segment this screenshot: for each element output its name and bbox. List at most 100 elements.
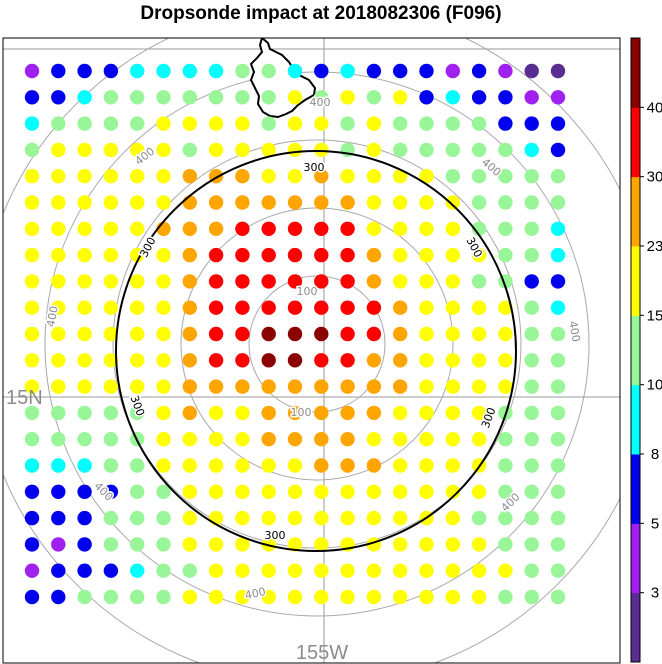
impact-dot	[314, 221, 329, 236]
impact-dot	[471, 142, 487, 158]
impact-dot	[524, 458, 539, 473]
impact-dot	[340, 221, 355, 236]
impact-dot	[366, 484, 382, 499]
impact-dot	[24, 589, 40, 605]
impact-dot	[77, 537, 92, 552]
impact-dot	[314, 195, 329, 210]
impact-dot	[156, 169, 171, 184]
impact-dot	[77, 405, 92, 421]
impact-dot	[130, 142, 145, 158]
impact-dot	[340, 169, 355, 184]
impact-dot	[261, 90, 276, 105]
impact-dot	[340, 116, 355, 131]
impact-dot	[314, 353, 329, 368]
impact-dot	[261, 563, 276, 578]
impact-dot	[130, 405, 145, 421]
map-area: 300 300 300 300 300 300 100 100 400 400 …	[3, 38, 620, 664]
impact-dot	[550, 484, 566, 499]
impact-dot	[130, 247, 145, 263]
impact-dot	[287, 458, 303, 473]
colorbar-tick-label: 8	[651, 446, 659, 463]
impact-dot	[182, 221, 197, 236]
colorbar-tick-label: 23	[647, 238, 662, 255]
impact-dot	[445, 116, 460, 131]
impact-dot	[182, 63, 197, 79]
impact-dot	[130, 379, 145, 394]
impact-dot	[419, 432, 434, 447]
colorbar-swatch	[631, 315, 640, 386]
impact-dot	[393, 484, 408, 499]
impact-dot	[419, 353, 434, 368]
impact-dot	[261, 353, 276, 368]
impact-dot	[208, 379, 224, 394]
contour-label: 300	[265, 529, 286, 542]
impact-dot	[51, 221, 66, 236]
impact-dot	[524, 563, 539, 578]
colorbar-swatch	[631, 38, 640, 108]
impact-dot	[24, 116, 40, 131]
impact-dot	[77, 274, 92, 289]
impact-dot	[419, 221, 434, 236]
impact-dot	[340, 484, 355, 499]
impact-dot	[103, 221, 119, 236]
impact-dot	[208, 458, 224, 473]
impact-dot	[393, 379, 408, 394]
impact-dot	[314, 169, 329, 184]
contour-300	[115, 150, 517, 552]
impact-dot	[340, 90, 355, 105]
colorbar-swatch	[631, 384, 640, 455]
impact-dot	[471, 432, 487, 447]
impact-dot	[235, 300, 250, 315]
impact-dot	[393, 458, 408, 473]
map-background	[3, 38, 620, 663]
impact-dot	[51, 169, 66, 184]
impact-dot	[498, 510, 513, 526]
impact-dot	[182, 247, 197, 263]
impact-dot	[208, 221, 224, 236]
impact-dot	[419, 169, 434, 184]
impact-dot	[130, 195, 145, 210]
impact-dot	[524, 510, 539, 526]
impact-dot	[471, 537, 487, 552]
longitude-label: 155W	[296, 642, 348, 664]
impact-dot	[419, 405, 434, 421]
impact-dot	[471, 484, 487, 499]
colorbar-swatch	[631, 107, 640, 178]
impact-dot	[77, 195, 92, 210]
impact-dot	[51, 247, 66, 263]
impact-dot	[340, 589, 355, 605]
impact-dot	[51, 405, 66, 421]
impact-dot	[419, 247, 434, 263]
colorbar-swatch	[631, 176, 640, 247]
colorbar-tick-label: 10	[647, 377, 662, 394]
impact-dot	[208, 405, 224, 421]
impact-dot	[130, 563, 145, 578]
impact-dot	[208, 432, 224, 447]
impact-dot	[235, 484, 250, 499]
impact-dot	[393, 195, 408, 210]
impact-dot	[51, 510, 66, 526]
impact-dot	[393, 90, 408, 105]
impact-dot	[130, 169, 145, 184]
impact-dot	[287, 63, 303, 79]
impact-dot	[77, 353, 92, 368]
impact-dot	[524, 63, 539, 79]
colorbar-swatch	[631, 592, 640, 663]
impact-dot	[24, 274, 40, 289]
impact-dot	[77, 221, 92, 236]
impact-dot	[130, 589, 145, 605]
impact-dot	[498, 563, 513, 578]
impact-dot	[419, 589, 434, 605]
impact-dot	[182, 510, 197, 526]
impact-dot	[524, 326, 539, 342]
impact-dot	[287, 247, 303, 263]
impact-dot	[103, 247, 119, 263]
impact-dot	[77, 589, 92, 605]
impact-dot	[498, 458, 513, 473]
impact-dot	[156, 537, 171, 552]
impact-dot	[550, 116, 566, 131]
impact-dot	[24, 63, 40, 79]
impact-dot	[366, 405, 382, 421]
impact-dot	[366, 142, 382, 158]
impact-dot	[156, 484, 171, 499]
